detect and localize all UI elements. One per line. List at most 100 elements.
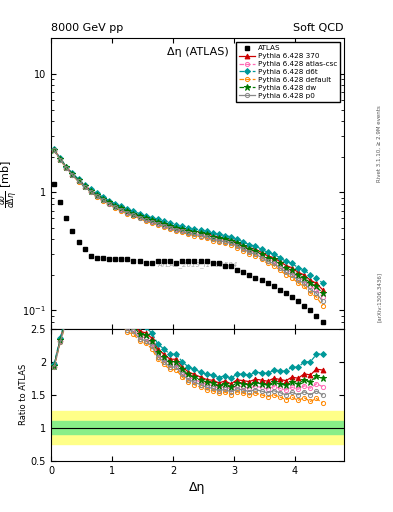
ATLAS [101,254,105,261]
Pythia 6.428 d6t [149,215,154,221]
Pythia 6.428 370 [192,228,197,234]
Pythia 6.428 dw [253,248,258,254]
Pythia 6.428 default [235,245,239,251]
Pythia 6.428 dw [131,210,136,217]
Pythia 6.428 dw [302,274,307,281]
Line: ATLAS: ATLAS [52,181,325,325]
Pythia 6.428 dw [64,164,69,170]
ATLAS [174,261,178,267]
Pythia 6.428 p0 [204,233,209,240]
ATLAS [272,283,276,289]
Pythia 6.428 p0 [70,172,75,178]
ATLAS [64,215,69,221]
Pythia 6.428 370 [107,199,111,205]
Pythia 6.428 370 [302,272,307,278]
Pythia 6.428 370 [284,263,288,269]
Bar [51,421,344,434]
Pythia 6.428 d6t [113,201,118,207]
Pythia 6.428 p0 [180,228,185,234]
Line: Pythia 6.428 dw: Pythia 6.428 dw [51,146,326,296]
Pythia 6.428 p0 [235,243,239,249]
Pythia 6.428 default [52,147,57,154]
Pythia 6.428 p0 [168,225,173,231]
Pythia 6.428 default [253,253,258,259]
Pythia 6.428 atlas-csc [198,231,203,238]
ATLAS [192,259,197,265]
ATLAS [52,181,57,187]
Line: Pythia 6.428 d6t: Pythia 6.428 d6t [52,147,325,285]
Text: Soft QCD: Soft QCD [294,23,344,33]
Pythia 6.428 default [186,231,191,238]
Pythia 6.428 dw [94,192,99,198]
Pythia 6.428 d6t [162,218,166,224]
Pythia 6.428 atlas-csc [284,267,288,273]
Pythia 6.428 d6t [296,265,301,271]
Pythia 6.428 370 [308,277,313,283]
Pythia 6.428 dw [149,217,154,223]
Text: 8000 GeV pp: 8000 GeV pp [51,23,123,33]
Pythia 6.428 370 [88,187,93,194]
Pythia 6.428 atlas-csc [296,274,301,281]
Pythia 6.428 default [58,157,62,163]
Pythia 6.428 dw [88,188,93,194]
Pythia 6.428 atlas-csc [113,203,118,209]
Pythia 6.428 dw [308,280,313,286]
ATLAS [284,290,288,296]
Pythia 6.428 atlas-csc [70,172,75,178]
Pythia 6.428 atlas-csc [119,206,123,212]
Pythia 6.428 default [180,229,185,235]
Pythia 6.428 atlas-csc [259,253,264,259]
Pythia 6.428 dw [320,290,325,296]
Pythia 6.428 d6t [308,272,313,278]
Pythia 6.428 atlas-csc [137,214,142,220]
ATLAS [94,254,99,261]
Pythia 6.428 370 [265,253,270,259]
Pythia 6.428 default [82,184,87,190]
ATLAS [180,259,185,265]
Pythia 6.428 dw [125,208,130,215]
Pythia 6.428 atlas-csc [204,232,209,239]
Pythia 6.428 default [241,248,246,254]
Pythia 6.428 370 [70,171,75,177]
Pythia 6.428 default [88,189,93,195]
Pythia 6.428 atlas-csc [168,224,173,230]
Pythia 6.428 default [162,224,166,230]
Pythia 6.428 dw [210,233,215,240]
ATLAS [149,261,154,267]
Pythia 6.428 default [222,240,227,246]
Pythia 6.428 default [229,242,233,248]
Pythia 6.428 dw [222,236,227,242]
Pythia 6.428 dw [229,238,233,244]
Pythia 6.428 p0 [308,287,313,293]
Pythia 6.428 p0 [284,269,288,275]
Pythia 6.428 dw [186,228,191,234]
Pythia 6.428 370 [247,245,252,251]
Pythia 6.428 p0 [137,215,142,221]
Pythia 6.428 370 [82,182,87,188]
Pythia 6.428 d6t [156,216,160,222]
Pythia 6.428 p0 [192,231,197,238]
Pythia 6.428 p0 [265,259,270,265]
Pythia 6.428 p0 [162,223,166,229]
Pythia 6.428 370 [162,220,166,226]
ATLAS [156,259,160,265]
Pythia 6.428 d6t [58,155,62,161]
Pythia 6.428 p0 [198,232,203,239]
ATLAS [277,287,282,293]
Pythia 6.428 d6t [253,243,258,249]
Pythia 6.428 atlas-csc [101,196,105,202]
Pythia 6.428 370 [210,232,215,239]
Pythia 6.428 p0 [143,217,148,223]
Pythia 6.428 p0 [241,246,246,252]
Pythia 6.428 370 [137,212,142,218]
Pythia 6.428 370 [222,235,227,241]
Pythia 6.428 default [277,267,282,273]
Pythia 6.428 p0 [259,254,264,261]
Line: Pythia 6.428 atlas-csc: Pythia 6.428 atlas-csc [52,148,325,299]
ATLAS [70,228,75,234]
Pythia 6.428 p0 [222,239,227,245]
ATLAS [247,272,252,278]
Pythia 6.428 d6t [64,163,69,169]
Pythia 6.428 d6t [320,280,325,286]
Pythia 6.428 370 [101,195,105,201]
